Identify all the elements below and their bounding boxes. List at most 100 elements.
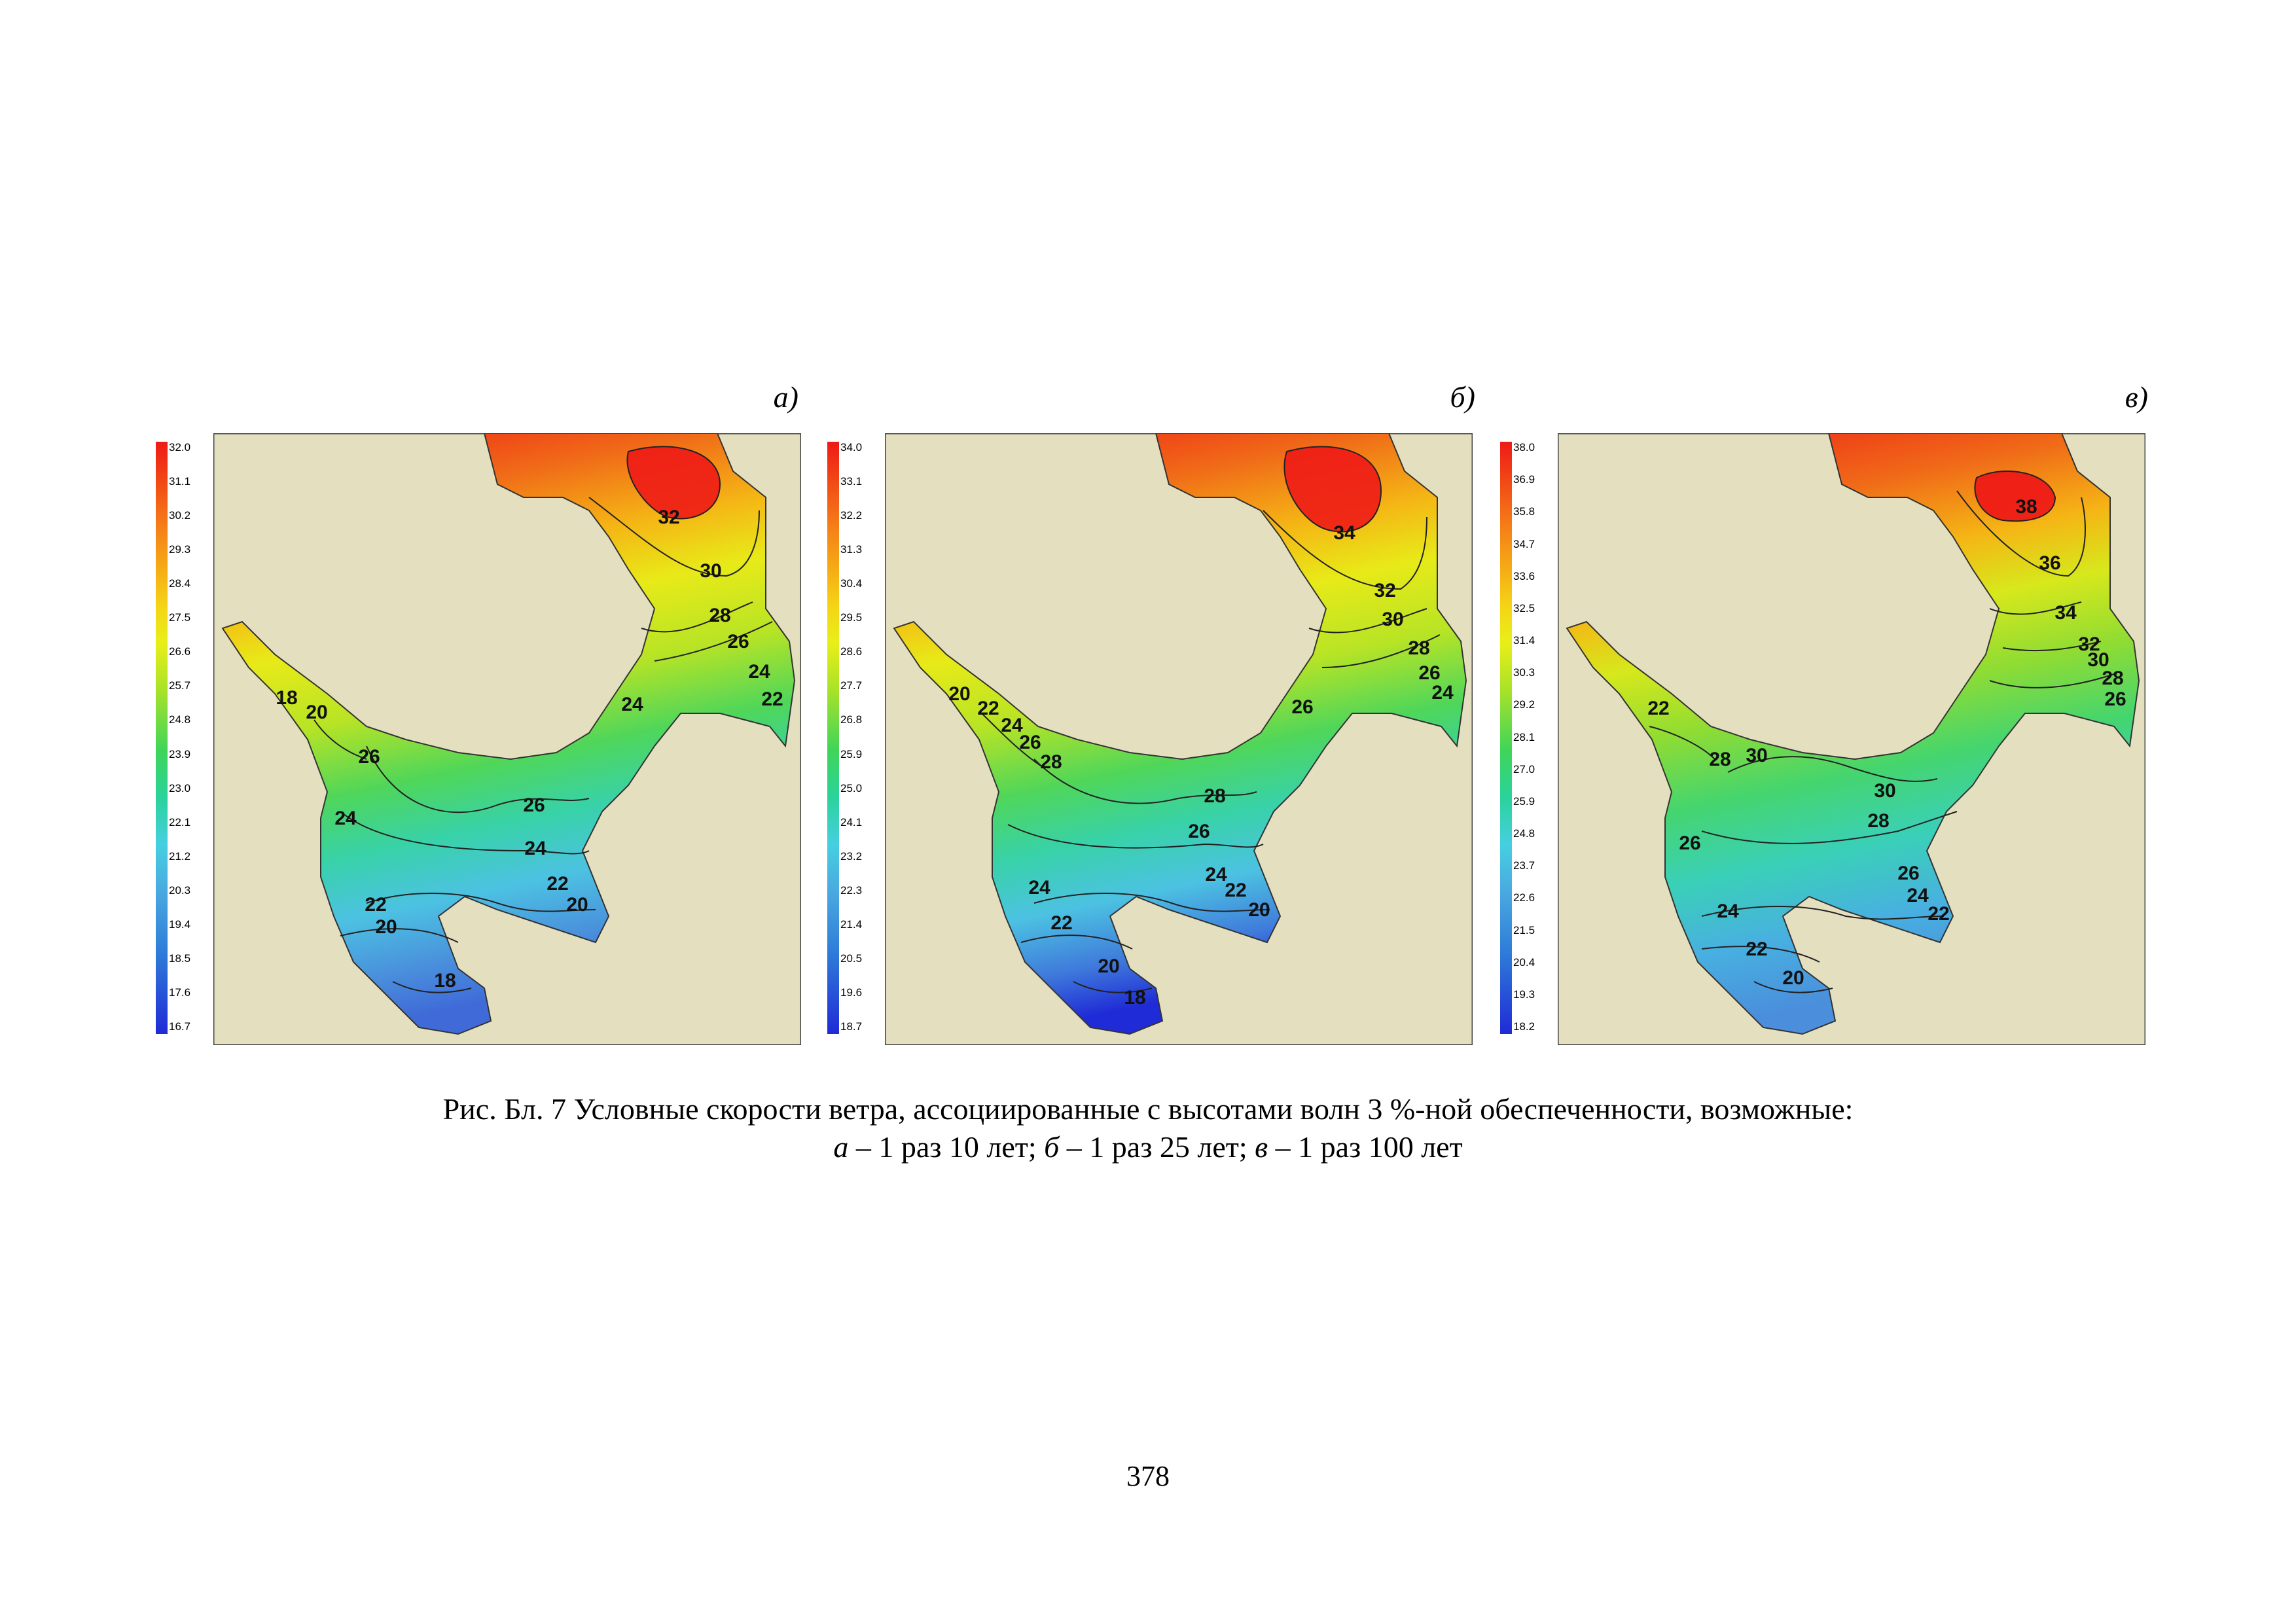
contour-label: 24	[1907, 885, 1929, 906]
contour-label: 22	[1050, 912, 1072, 934]
contour-label: 24	[621, 694, 643, 715]
caption-text-b: – 1 раз 25 лет;	[1059, 1130, 1255, 1164]
colorbar-tick-label: 21.2	[169, 849, 191, 863]
colorbar-tick-label: 29.3	[169, 543, 191, 556]
colorbar-tick-label: 23.7	[1513, 859, 1535, 872]
water-body-c	[1566, 433, 2140, 1035]
colorbar-tick-label: 28.6	[840, 645, 863, 658]
contour-label: 22	[1746, 938, 1767, 960]
contour-label: 24	[1717, 901, 1739, 922]
colorbar-tick-label: 31.3	[840, 543, 863, 556]
contour-label: 28	[1408, 637, 1429, 659]
contour-label: 32	[2078, 633, 2100, 655]
colorbar-tick-label: 30.2	[169, 509, 191, 522]
colorbar-tick-label: 19.6	[840, 986, 863, 999]
colorbar-tick-label: 25.9	[1513, 794, 1535, 808]
colorbar-tick-label: 25.9	[840, 747, 863, 760]
colorbar-tick-label: 26.6	[169, 645, 191, 658]
contour-label: 24	[1001, 715, 1023, 736]
contour-label: 26	[727, 631, 749, 652]
contour-label: 20	[1248, 899, 1270, 921]
panel-label-c: в)	[2125, 380, 2148, 414]
contour-lines-a	[314, 446, 773, 993]
colorbar-tick-label: 28.4	[169, 577, 191, 590]
colorbar-tick-label: 22.3	[840, 883, 863, 897]
colorbar-tick-label: 24.1	[840, 815, 863, 829]
colorbar-tick-label: 34.0	[840, 441, 863, 454]
colorbar-tick-label: 23.9	[169, 747, 191, 760]
colorbar-tick-label: 27.7	[840, 679, 863, 692]
contour-label: 20	[1098, 955, 1119, 977]
contour-label: 30	[1874, 780, 1895, 802]
contour-label: 24	[524, 838, 547, 859]
colorbar-c	[1500, 442, 1512, 1034]
colorbar-tick-label: 18.2	[1513, 1020, 1535, 1033]
contour-label: 38	[2015, 496, 2037, 518]
caption-text-c: – 1 раз 100 лет	[1268, 1130, 1463, 1164]
contour-label: 30	[1382, 609, 1403, 630]
figure-caption-line-1: Рис. Бл. 7 Условные скорости ветра, ассо…	[442, 1092, 1854, 1126]
contour-label: 26	[1418, 662, 1440, 684]
colorbar-tick-label: 19.4	[169, 918, 191, 931]
max-zone-b	[1284, 446, 1381, 532]
caption-letter-b: б	[1044, 1130, 1060, 1164]
contour-label: 18	[276, 687, 297, 709]
contour-label: 22	[761, 688, 783, 710]
max-zone-c	[1975, 471, 2055, 522]
colorbar-tick-label: 32.2	[840, 509, 863, 522]
colorbar-tick-label: 36.9	[1513, 473, 1535, 486]
colorbar-tick-label: 18.7	[840, 1020, 863, 1033]
colorbar-tick-label: 21.5	[1513, 923, 1535, 936]
contour-label: 26	[1679, 832, 1700, 854]
contour-label: 24	[1205, 864, 1227, 885]
colorbar-tick-label: 38.0	[1513, 441, 1535, 454]
contour-label: 28	[1204, 785, 1225, 807]
colorbar-tick-label: 24.8	[169, 713, 191, 726]
contour-label: 26	[1897, 863, 1919, 884]
colorbar-tick-label: 20.3	[169, 883, 191, 897]
colorbar-tick-label: 35.8	[1513, 505, 1535, 518]
colorbar-tick-label: 29.2	[1513, 698, 1535, 711]
caption-letter-c: в	[1255, 1130, 1268, 1164]
colorbar-a	[156, 442, 168, 1034]
colorbar-tick-label: 17.6	[169, 986, 191, 999]
colorbar-tick-label: 31.1	[169, 475, 191, 488]
contour-label: 34	[2054, 602, 2077, 624]
colorbar-tick-label: 33.6	[1513, 569, 1535, 582]
max-zone-a	[627, 446, 720, 519]
colorbar-tick-label: 23.0	[169, 781, 191, 794]
colorbar-tick-label: 20.4	[1513, 955, 1535, 969]
contour-label: 20	[1782, 967, 1804, 989]
contour-label: 22	[977, 698, 999, 719]
contour-label: 26	[2104, 688, 2126, 710]
map-panel-c: 38 36 34 32 30 28 26 22 28 30 30 28 26 26 24 22 24 22 20	[1558, 433, 2145, 1045]
panel-label-a: а)	[773, 380, 798, 414]
colorbar-tick-label: 24.8	[1513, 827, 1535, 840]
contour-label: 26	[523, 794, 545, 816]
water-body-b	[893, 433, 1467, 1035]
contour-label: 22	[1928, 903, 1949, 925]
contour-label: 22	[365, 894, 386, 916]
colorbar-ticks-a: 32.0 31.1 30.2 29.3 28.4 27.5 26.6 25.7 24.8 23.9…	[169, 442, 215, 1034]
colorbar-tick-label: 21.4	[840, 918, 863, 931]
colorbar-tick-label: 25.7	[169, 679, 191, 692]
colorbar-tick-label: 22.6	[1513, 891, 1535, 904]
contour-label: 24	[1028, 877, 1050, 899]
colorbar-tick-label: 31.4	[1513, 634, 1535, 647]
contour-label: 28	[1709, 749, 1731, 770]
colorbar-tick-label: 29.5	[840, 611, 863, 624]
contour-label: 20	[306, 702, 327, 723]
contour-label: 26	[1188, 821, 1210, 842]
contour-label: 28	[2102, 668, 2123, 689]
contour-label: 26	[1291, 696, 1313, 718]
colorbar-tick-label: 16.7	[169, 1020, 191, 1033]
colorbar-tick-label: 32.0	[169, 441, 191, 454]
colorbar-tick-label: 25.0	[840, 781, 863, 794]
colorbar-tick-label: 27.5	[169, 611, 191, 624]
figure-caption-line-2: а – 1 раз 10 лет; б – 1 раз 25 лет; в – …	[0, 1128, 2296, 1166]
contour-label: 26	[358, 746, 380, 768]
caption-text-a: – 1 раз 10 лет;	[848, 1130, 1045, 1164]
contour-label: 34	[1333, 522, 1355, 544]
contour-label: 18	[434, 970, 456, 991]
